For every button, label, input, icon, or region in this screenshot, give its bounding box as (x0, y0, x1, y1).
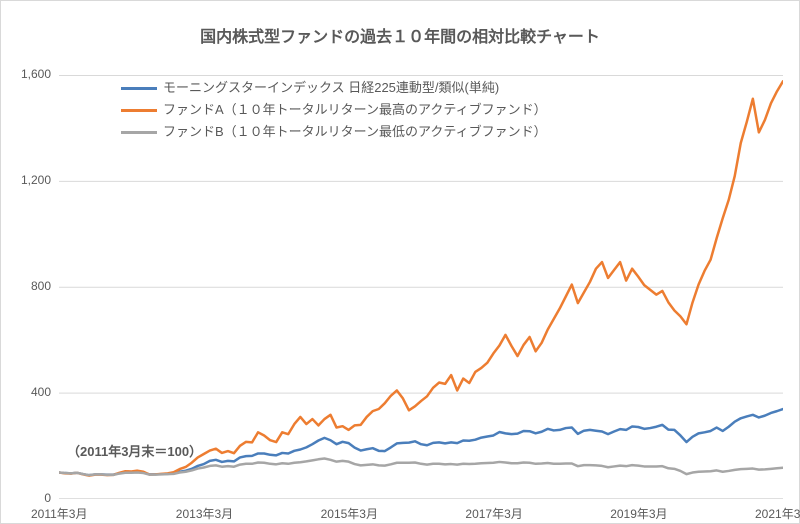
x-tick-label: 2017年3月 (465, 505, 522, 522)
y-tick-label: 1,200 (21, 173, 51, 187)
series-line-fundA (59, 81, 783, 475)
chart-svg (59, 49, 783, 499)
x-tick-label: 2015年3月 (321, 505, 378, 522)
chart-title: 国内株式型ファンドの過去１０年間の相対比較チャート (1, 23, 799, 47)
x-tick-label: 2021年3月 (755, 505, 800, 522)
y-tick-label: 1,600 (21, 67, 51, 81)
x-tick-label: 2011年3月 (31, 505, 87, 522)
series-line-index (59, 409, 783, 475)
y-tick-label: 800 (31, 279, 51, 293)
x-tick-label: 2013年3月 (176, 505, 233, 522)
y-tick-label: 400 (31, 385, 51, 399)
chart-container: 国内株式型ファンドの過去１０年間の相対比較チャート モーニングスターインデックス… (0, 0, 800, 524)
plot-area (59, 49, 783, 499)
x-tick-label: 2019年3月 (610, 505, 667, 522)
y-tick-label: 0 (44, 491, 51, 505)
